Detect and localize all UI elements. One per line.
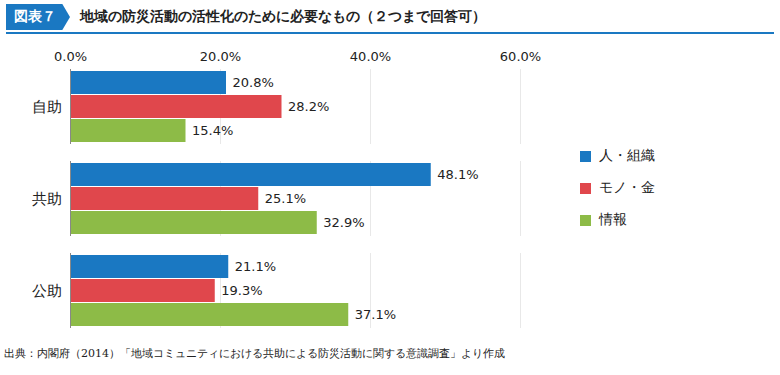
svg-text:32.9%: 32.9%: [323, 215, 364, 230]
html-text:情報: 情報: [599, 211, 627, 227]
svg-text:21.1%: 21.1%: [235, 259, 276, 274]
svg-text:28.2%: 28.2%: [288, 99, 329, 114]
svg-text:40.0%: 40.0%: [350, 49, 391, 64]
svg-text:0.0%: 0.0%: [54, 49, 87, 64]
svg-text:48.1%: 48.1%: [437, 167, 478, 182]
svg-text:19.3%: 19.3%: [221, 283, 262, 298]
html-text:人・組織: 人・組織: [599, 147, 655, 163]
html-text:モノ・金: モノ・金: [599, 179, 655, 195]
html-text:出典：内閣府（2014）「地域コミュニティにおける共助による: 出典：内閣府（2014）「地域コミュニティにおける共助による防災活動に関する意識…: [4, 347, 505, 360]
svg-text:60.0%: 60.0%: [500, 49, 541, 64]
svg-text:25.1%: 25.1%: [265, 191, 306, 206]
html-text:地域の防災活動の活性化のために必要なもの（２つまで回答可）: 地域の防災活動の活性化のために必要なもの（２つまで回答可）: [80, 8, 486, 24]
svg-text:15.4%: 15.4%: [192, 123, 233, 138]
svg-text:自助: 自助: [32, 98, 62, 116]
svg-text:公助: 公助: [32, 282, 62, 300]
svg-text:20.0%: 20.0%: [200, 49, 241, 64]
svg-text:共助: 共助: [32, 190, 62, 208]
html-text:図表７: 図表７: [14, 8, 56, 24]
svg-text:20.8%: 20.8%: [233, 75, 274, 90]
svg-text:37.1%: 37.1%: [355, 307, 396, 322]
